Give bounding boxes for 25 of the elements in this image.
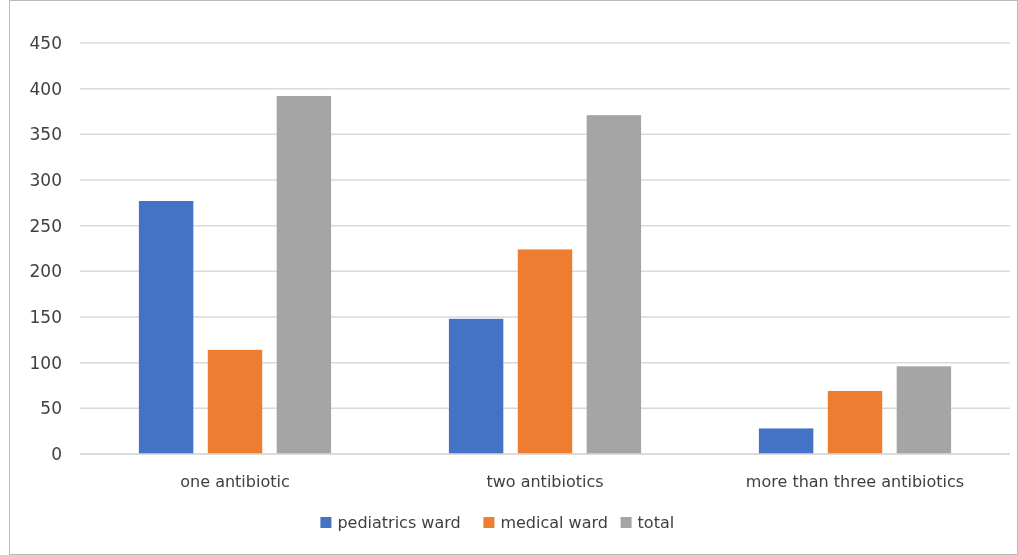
legend-label: total bbox=[637, 513, 675, 532]
y-tick-label: 50 bbox=[40, 398, 62, 419]
bar bbox=[586, 115, 642, 454]
y-tick-label: 300 bbox=[29, 169, 62, 190]
bar bbox=[448, 318, 504, 454]
legend-label: medical ward bbox=[500, 513, 608, 532]
x-tick-label: one antibiotic bbox=[180, 472, 290, 491]
bar bbox=[827, 390, 883, 454]
bar bbox=[517, 249, 573, 454]
y-tick-label: 0 bbox=[51, 443, 62, 464]
y-tick-label: 400 bbox=[29, 78, 62, 99]
legend-label: pediatrics ward bbox=[337, 513, 461, 532]
x-tick-label: more than three antibiotics bbox=[745, 472, 965, 491]
y-tick-label: 150 bbox=[29, 306, 62, 327]
y-tick-label: 350 bbox=[29, 124, 62, 145]
y-tick-label: 100 bbox=[29, 352, 62, 373]
x-tick-label: two antibiotics bbox=[486, 472, 604, 491]
y-tick-label: 200 bbox=[29, 261, 62, 282]
bar bbox=[758, 428, 814, 454]
bar bbox=[276, 95, 332, 454]
y-tick-label: 450 bbox=[29, 32, 62, 53]
bar bbox=[207, 349, 263, 454]
bar bbox=[896, 366, 952, 454]
bar bbox=[138, 201, 194, 454]
y-tick-label: 250 bbox=[29, 215, 62, 236]
